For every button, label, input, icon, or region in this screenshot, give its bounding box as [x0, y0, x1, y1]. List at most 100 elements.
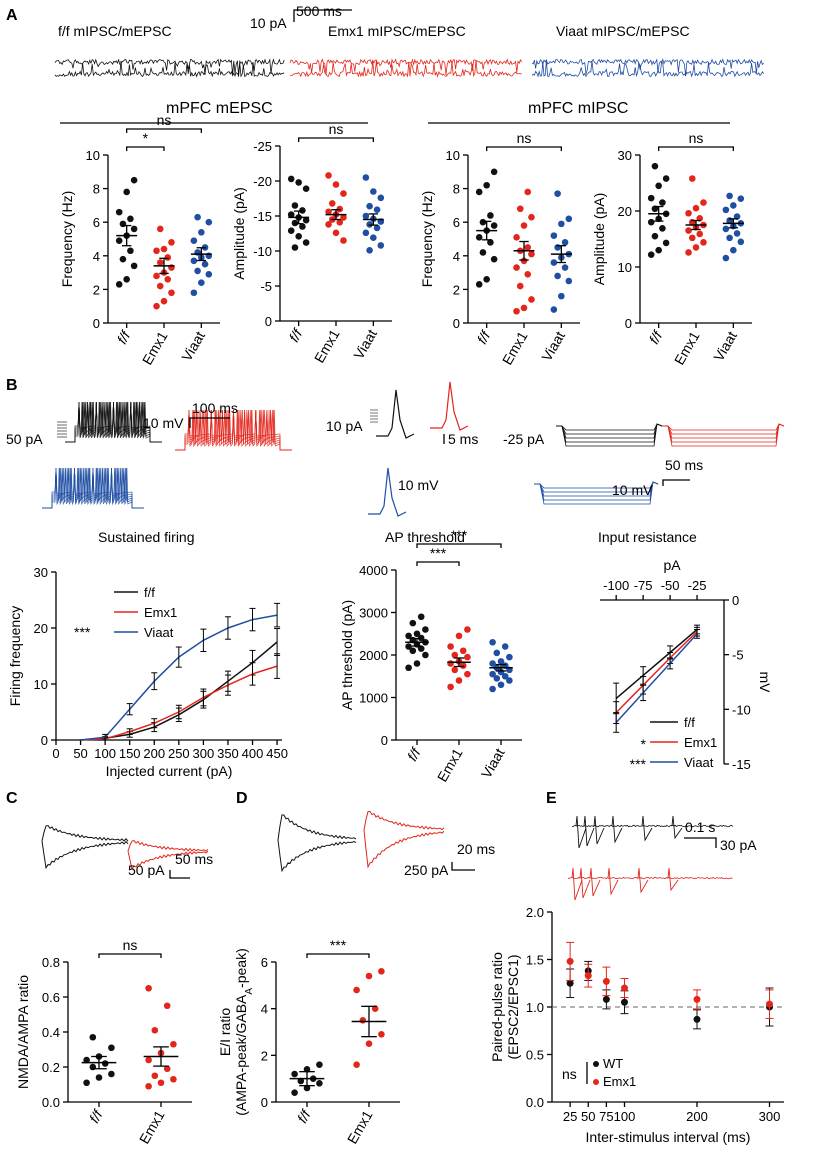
pp-trace [637, 867, 649, 894]
series-line [615, 631, 698, 714]
data-point [299, 223, 306, 230]
ir-trace [556, 423, 663, 439]
trace [531, 60, 764, 78]
data-point [497, 658, 505, 665]
sig-label: *** [451, 527, 468, 543]
psc-trace [127, 839, 209, 852]
data-point [692, 204, 700, 212]
x-tick-label: Viaat [478, 745, 508, 781]
data-point [291, 202, 299, 209]
data-point [160, 297, 168, 305]
data-point [685, 209, 692, 217]
panel-letter-d: D [236, 790, 248, 807]
y-tick-label: 4 [453, 249, 460, 264]
data-point [302, 239, 310, 246]
data-point [565, 277, 573, 285]
data-point [447, 683, 454, 691]
data-point [370, 188, 377, 195]
x-tick-label: f/f [474, 327, 495, 347]
data-point [490, 222, 498, 229]
data-point [365, 972, 373, 980]
data-point [662, 175, 670, 182]
data-point [299, 207, 306, 214]
scale-b-x: 100 ms [192, 400, 238, 416]
data-point [513, 307, 520, 315]
data-point [513, 264, 520, 271]
data-point [83, 1079, 90, 1087]
x-tick-label: 350 [217, 746, 239, 761]
data-point [164, 254, 172, 261]
data-point [198, 279, 205, 286]
y-tick-label: 0.6 [42, 990, 60, 1005]
data-point [737, 195, 745, 202]
y-tick-label: 4 [261, 1002, 268, 1017]
x-tick-label: -75 [634, 578, 653, 593]
trace [289, 59, 522, 79]
data-point [153, 302, 160, 310]
x-tick-label: 150 [119, 746, 141, 761]
chart-mepsc-amplitude: 0 -5 -10 -15 -20 -25 f/f Emx1 Viaat Amplitude (pA… [231, 121, 392, 366]
pp-trace [583, 815, 595, 847]
legend-label: Viaat [144, 625, 174, 640]
data-point [489, 660, 496, 667]
data-point [524, 244, 532, 251]
ap-waveform [430, 381, 469, 431]
scale-ir-stim: -25 pA [503, 431, 545, 447]
data-point [123, 276, 130, 283]
scale-ap-mv: 10 mV [398, 477, 439, 493]
ir-trace [662, 423, 785, 443]
data-point [726, 192, 733, 200]
data-point [328, 200, 336, 207]
data-point [621, 998, 628, 1006]
x-tick-label: 300 [759, 1109, 781, 1124]
data-point [123, 188, 130, 196]
y-axis-label: Frequency (Hz) [59, 191, 75, 287]
data-point [373, 224, 381, 232]
data-point [459, 662, 467, 669]
firing-trace [42, 467, 144, 509]
data-point [371, 1005, 379, 1012]
data-point [340, 237, 347, 244]
data-point [316, 1061, 323, 1068]
data-point [688, 175, 696, 182]
scale-ap-x: 5 ms [448, 431, 478, 447]
x-tick-label: Viaat [538, 328, 568, 364]
x-tick-label: Emx1 [136, 1107, 168, 1146]
y-tick-label: -5 [732, 648, 744, 663]
data-point [726, 234, 733, 242]
chart-ei-ratio: 0 2 4 6 f/f Emx1 E/I ratio (AMPA-peak/GABAA-pea… [217, 937, 400, 1147]
y-axis-label: E/I ratio [217, 1008, 233, 1056]
data-point [362, 229, 370, 237]
y-tick-label: 30 [34, 565, 48, 580]
chart-ap-threshold: 0 1000 2000 3000 4000 f/f Emx1 Viaat AP threshol… [339, 527, 522, 785]
y-tick-label: 10 [86, 148, 100, 163]
x-tick-label: f/f [646, 327, 667, 347]
legend-label: f/f [144, 585, 155, 600]
data-point [685, 227, 692, 234]
data-point [417, 613, 425, 621]
y-tick-label: 4 [93, 249, 100, 264]
legend-ns: ns [562, 1066, 577, 1082]
x-tick-label: 300 [193, 746, 215, 761]
data-point [362, 212, 370, 220]
data-point [151, 1026, 159, 1034]
sig-label: ns [689, 130, 704, 146]
data-point [730, 202, 737, 209]
data-point [164, 276, 172, 283]
legend-label: Emx1 [684, 735, 717, 750]
sig-bracket [298, 137, 374, 142]
y-tick-label: 0.8 [42, 955, 60, 970]
data-point [475, 188, 483, 196]
y-tick-label: 2 [261, 1048, 268, 1063]
data-point [295, 233, 302, 240]
scale-bar-a [293, 9, 352, 22]
scale-e-x: 0.1 s [685, 819, 715, 835]
sig-label: ns [157, 112, 172, 128]
data-point [291, 219, 299, 227]
y-tick-label: -5 [260, 279, 272, 294]
data-point [157, 1079, 165, 1087]
sig-label: ns [329, 121, 344, 137]
y-tick-label: 0 [453, 316, 460, 331]
data-point [451, 651, 459, 659]
y-axis-label: AP threshold (pA) [339, 600, 355, 710]
